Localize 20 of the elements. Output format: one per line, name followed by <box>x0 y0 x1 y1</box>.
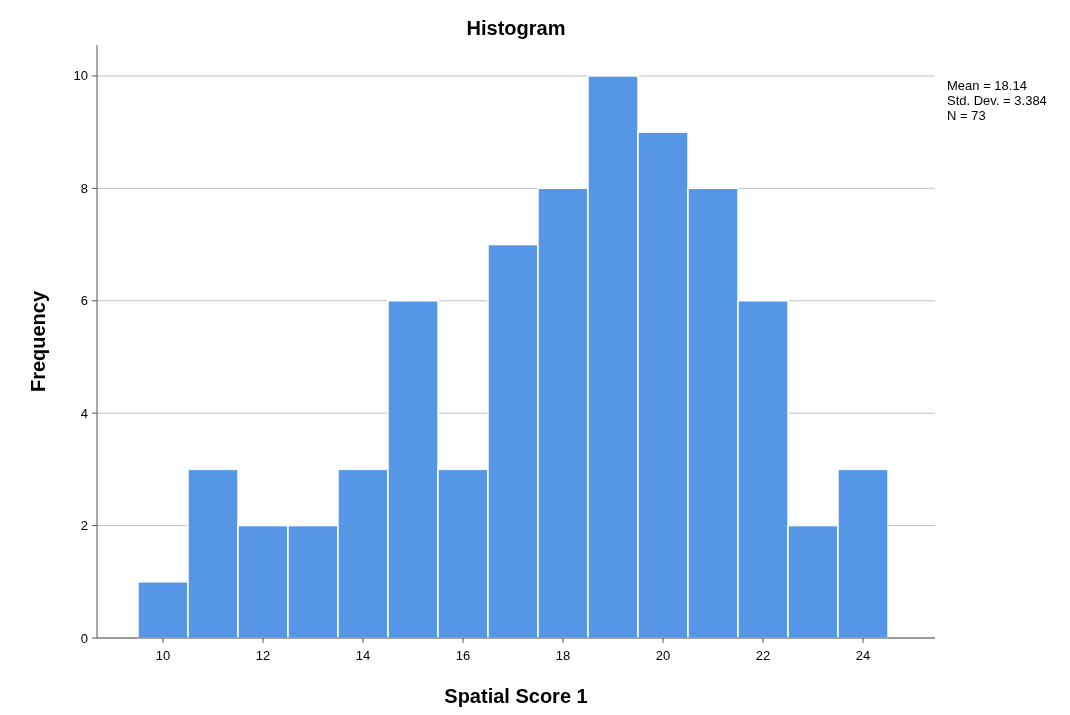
y-tick-label: 6 <box>80 293 88 309</box>
x-tick-label: 18 <box>555 648 571 663</box>
y-axis-title: Frequency <box>27 290 49 393</box>
x-tick-label: 16 <box>455 648 471 663</box>
chart-title: Histogram <box>466 17 566 39</box>
x-tick-label: 12 <box>255 648 271 663</box>
text: Std. Dev. = 3.384 <box>947 93 1047 108</box>
y-tick-label: 4 <box>80 405 88 421</box>
x-tick-label: 14 <box>355 648 371 663</box>
x-tick-label: 22 <box>755 648 771 663</box>
x-tick-label: 10 <box>155 648 171 663</box>
y-tick-label: 2 <box>80 518 88 534</box>
x-tick-label: 20 <box>655 648 671 663</box>
y-tick-label: 0 <box>80 630 88 646</box>
text: N = 73 <box>947 108 986 123</box>
y-tick-label: 8 <box>80 180 88 196</box>
text: Mean = 18.14 <box>947 78 1027 93</box>
x-tick-label: 24 <box>855 648 871 663</box>
x-axis-title: Spatial Score 1 <box>444 685 588 707</box>
y-tick-label: 10 <box>73 68 88 84</box>
